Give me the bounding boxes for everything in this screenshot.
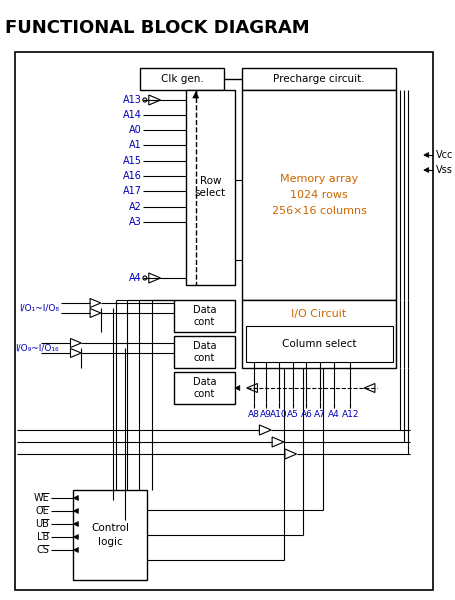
Text: UB: UB	[35, 519, 49, 529]
Polygon shape	[71, 338, 81, 347]
Text: 256×16 columns: 256×16 columns	[272, 206, 367, 216]
Text: 1024 rows: 1024 rows	[290, 190, 348, 200]
Polygon shape	[149, 95, 161, 105]
Text: A0: A0	[129, 125, 142, 135]
Text: Clk gen.: Clk gen.	[161, 74, 203, 84]
Text: I/O Circuit: I/O Circuit	[292, 309, 347, 319]
Polygon shape	[149, 273, 161, 283]
Text: WE: WE	[33, 493, 49, 503]
Text: Row: Row	[200, 176, 221, 187]
Bar	[242, 90, 396, 300]
Text: A12: A12	[342, 410, 359, 419]
Text: Control: Control	[91, 523, 129, 533]
Text: Vss: Vss	[435, 165, 452, 175]
Polygon shape	[73, 496, 78, 500]
Text: A17: A17	[123, 186, 142, 196]
Polygon shape	[73, 509, 78, 514]
Text: A10: A10	[270, 410, 288, 419]
Text: I/O₉~I/O₁₆: I/O₉~I/O₁₆	[15, 343, 59, 352]
Bar	[73, 490, 147, 580]
Text: A4: A4	[129, 273, 142, 283]
Polygon shape	[364, 383, 375, 392]
Text: LB: LB	[37, 532, 49, 542]
Text: A8: A8	[248, 410, 259, 419]
Text: cont: cont	[194, 389, 215, 399]
Polygon shape	[424, 152, 429, 157]
Text: A16: A16	[123, 171, 142, 181]
Text: A1: A1	[129, 140, 142, 150]
Bar	[174, 336, 235, 368]
Polygon shape	[90, 298, 101, 307]
Bar	[174, 300, 235, 332]
Bar	[242, 300, 396, 368]
Text: A6: A6	[300, 410, 312, 419]
Bar	[186, 90, 235, 285]
Polygon shape	[235, 385, 240, 391]
Text: FUNCTIONAL BLOCK DIAGRAM: FUNCTIONAL BLOCK DIAGRAM	[5, 19, 309, 37]
Text: OE: OE	[35, 506, 49, 516]
Text: A15: A15	[123, 156, 142, 166]
Polygon shape	[424, 167, 429, 173]
Text: A13: A13	[123, 95, 142, 105]
Text: Data: Data	[193, 341, 216, 351]
Polygon shape	[73, 535, 78, 539]
Polygon shape	[272, 437, 284, 447]
Text: A4: A4	[328, 410, 340, 419]
Text: logic: logic	[98, 537, 122, 547]
Polygon shape	[71, 349, 81, 358]
Text: CS: CS	[36, 545, 49, 555]
Bar	[140, 68, 224, 90]
Bar	[246, 326, 393, 362]
Text: Precharge circuit.: Precharge circuit.	[273, 74, 365, 84]
Text: A3: A3	[129, 217, 142, 227]
Text: Data: Data	[193, 377, 216, 387]
Polygon shape	[285, 449, 297, 459]
Polygon shape	[193, 92, 199, 98]
Text: cont: cont	[194, 317, 215, 327]
Text: Data: Data	[193, 305, 216, 315]
Polygon shape	[90, 308, 101, 317]
Polygon shape	[247, 383, 258, 392]
Text: A9: A9	[260, 410, 272, 419]
Bar	[242, 68, 396, 90]
Polygon shape	[73, 547, 78, 553]
Bar	[174, 372, 235, 404]
Text: Vcc: Vcc	[435, 150, 453, 160]
Text: I/O₁~I/O₈: I/O₁~I/O₈	[19, 304, 59, 313]
Text: Memory array: Memory array	[280, 174, 358, 184]
Polygon shape	[73, 521, 78, 527]
Text: A14: A14	[123, 110, 142, 120]
Text: Column select: Column select	[282, 339, 356, 349]
Text: A2: A2	[129, 202, 142, 212]
Text: A7: A7	[314, 410, 326, 419]
Text: A5: A5	[287, 410, 298, 419]
Bar	[15, 52, 433, 590]
Text: select: select	[195, 188, 226, 199]
Polygon shape	[259, 425, 271, 435]
Text: cont: cont	[194, 353, 215, 363]
